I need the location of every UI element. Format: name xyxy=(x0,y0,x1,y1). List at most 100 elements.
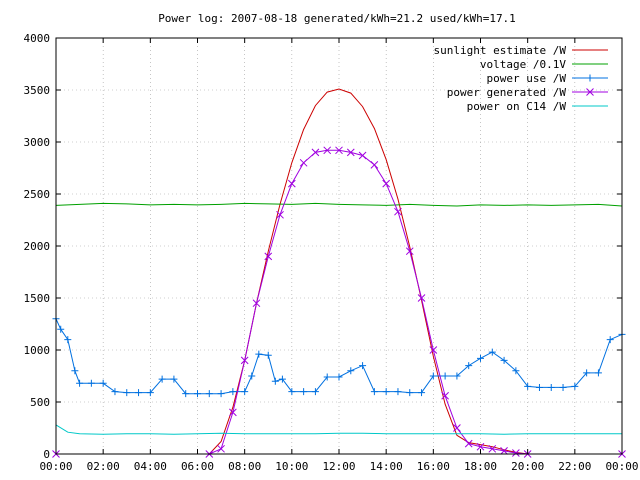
legend-label: power use /W xyxy=(487,72,567,85)
data-point xyxy=(229,388,237,396)
data-point xyxy=(217,390,225,398)
data-point xyxy=(418,389,426,397)
data-point xyxy=(264,252,273,261)
y-tick-label: 1000 xyxy=(24,344,51,357)
data-point xyxy=(358,151,367,160)
data-point xyxy=(248,372,256,380)
x-tick-label: 02:00 xyxy=(87,460,120,473)
data-point xyxy=(571,382,579,390)
data-point xyxy=(382,179,391,188)
data-point xyxy=(606,336,614,344)
data-point xyxy=(583,369,591,377)
data-point xyxy=(287,179,296,188)
data-point xyxy=(170,375,178,383)
data-point xyxy=(359,362,367,370)
data-point xyxy=(111,388,119,396)
legend-label: power on C14 /W xyxy=(467,100,567,113)
series-0 xyxy=(208,88,528,455)
x-tick-label: 08:00 xyxy=(228,460,261,473)
data-point xyxy=(476,442,485,451)
y-tick-label: 500 xyxy=(30,396,50,409)
data-point xyxy=(382,388,390,396)
data-point xyxy=(512,449,520,457)
x-tick-label: 12:00 xyxy=(322,460,355,473)
series-line xyxy=(55,202,623,207)
series-3 xyxy=(52,146,626,458)
data-point xyxy=(278,375,286,383)
series-line xyxy=(208,88,528,455)
data-point xyxy=(500,356,508,364)
data-point xyxy=(182,390,190,398)
data-point xyxy=(441,372,449,380)
data-point xyxy=(299,158,308,167)
series-layer xyxy=(52,88,626,458)
data-point xyxy=(87,379,95,387)
data-point xyxy=(559,383,567,391)
data-point xyxy=(240,356,249,365)
data-point xyxy=(453,424,461,432)
grid xyxy=(56,38,622,454)
data-point xyxy=(229,408,237,417)
series-line xyxy=(55,424,622,435)
legend-label: sunlight estimate /W xyxy=(434,44,567,57)
x-tick-label: 22:00 xyxy=(558,460,591,473)
legend-marker xyxy=(586,88,594,96)
data-point xyxy=(453,372,461,380)
data-point xyxy=(271,377,279,385)
data-point xyxy=(300,388,308,396)
chart-title: Power log: 2007-08-18 generated/kWh=21.2… xyxy=(158,12,516,25)
x-tick-label: 16:00 xyxy=(417,460,450,473)
data-point xyxy=(311,388,319,396)
legend-entry: power on C14 /W xyxy=(467,100,608,113)
data-point xyxy=(311,148,320,157)
y-tick-label: 1500 xyxy=(24,292,51,305)
data-point xyxy=(64,336,72,344)
data-point xyxy=(194,390,201,398)
data-point xyxy=(488,444,497,453)
legend-entry: sunlight estimate /W xyxy=(434,44,608,57)
x-tick-label: 20:00 xyxy=(511,460,544,473)
data-point xyxy=(370,388,378,396)
data-point xyxy=(252,299,261,308)
data-point xyxy=(524,382,532,390)
data-point xyxy=(158,375,166,383)
data-point xyxy=(146,389,154,397)
data-point xyxy=(323,373,331,381)
x-tick-label: 06:00 xyxy=(181,460,214,473)
data-point xyxy=(217,444,225,453)
y-tick-label: 2500 xyxy=(24,188,51,201)
legend-label: power generated /W xyxy=(447,86,567,99)
data-point xyxy=(205,390,213,398)
data-point xyxy=(512,367,520,375)
series-2 xyxy=(52,315,626,398)
data-point xyxy=(547,383,555,391)
data-point xyxy=(417,294,426,302)
data-point xyxy=(99,379,107,387)
data-point xyxy=(477,354,484,362)
data-point xyxy=(323,146,332,155)
x-tick-label: 04:00 xyxy=(134,460,167,473)
data-point xyxy=(347,367,355,375)
y-tick-label: 0 xyxy=(43,448,50,461)
data-point xyxy=(405,247,414,256)
data-point xyxy=(71,367,79,375)
data-point xyxy=(276,210,284,219)
data-point xyxy=(488,348,496,356)
axis-ticks: 0 500 1000 1500 2000 2500 3000 3500 4000 00:00 02:… xyxy=(24,32,639,473)
legend-entry: power use /W xyxy=(487,72,608,85)
series-4 xyxy=(55,424,622,435)
data-point xyxy=(594,369,602,377)
data-point xyxy=(346,148,355,157)
data-point xyxy=(135,389,143,397)
series-1 xyxy=(55,202,623,207)
y-tick-label: 3000 xyxy=(24,136,51,149)
data-point xyxy=(406,389,414,397)
data-point xyxy=(76,379,84,387)
data-point xyxy=(57,325,65,333)
data-point xyxy=(500,447,508,455)
data-point xyxy=(255,350,263,358)
x-tick-label: 14:00 xyxy=(370,460,403,473)
x-tick-label: 10:00 xyxy=(275,460,308,473)
y-tick-label: 4000 xyxy=(24,32,51,45)
